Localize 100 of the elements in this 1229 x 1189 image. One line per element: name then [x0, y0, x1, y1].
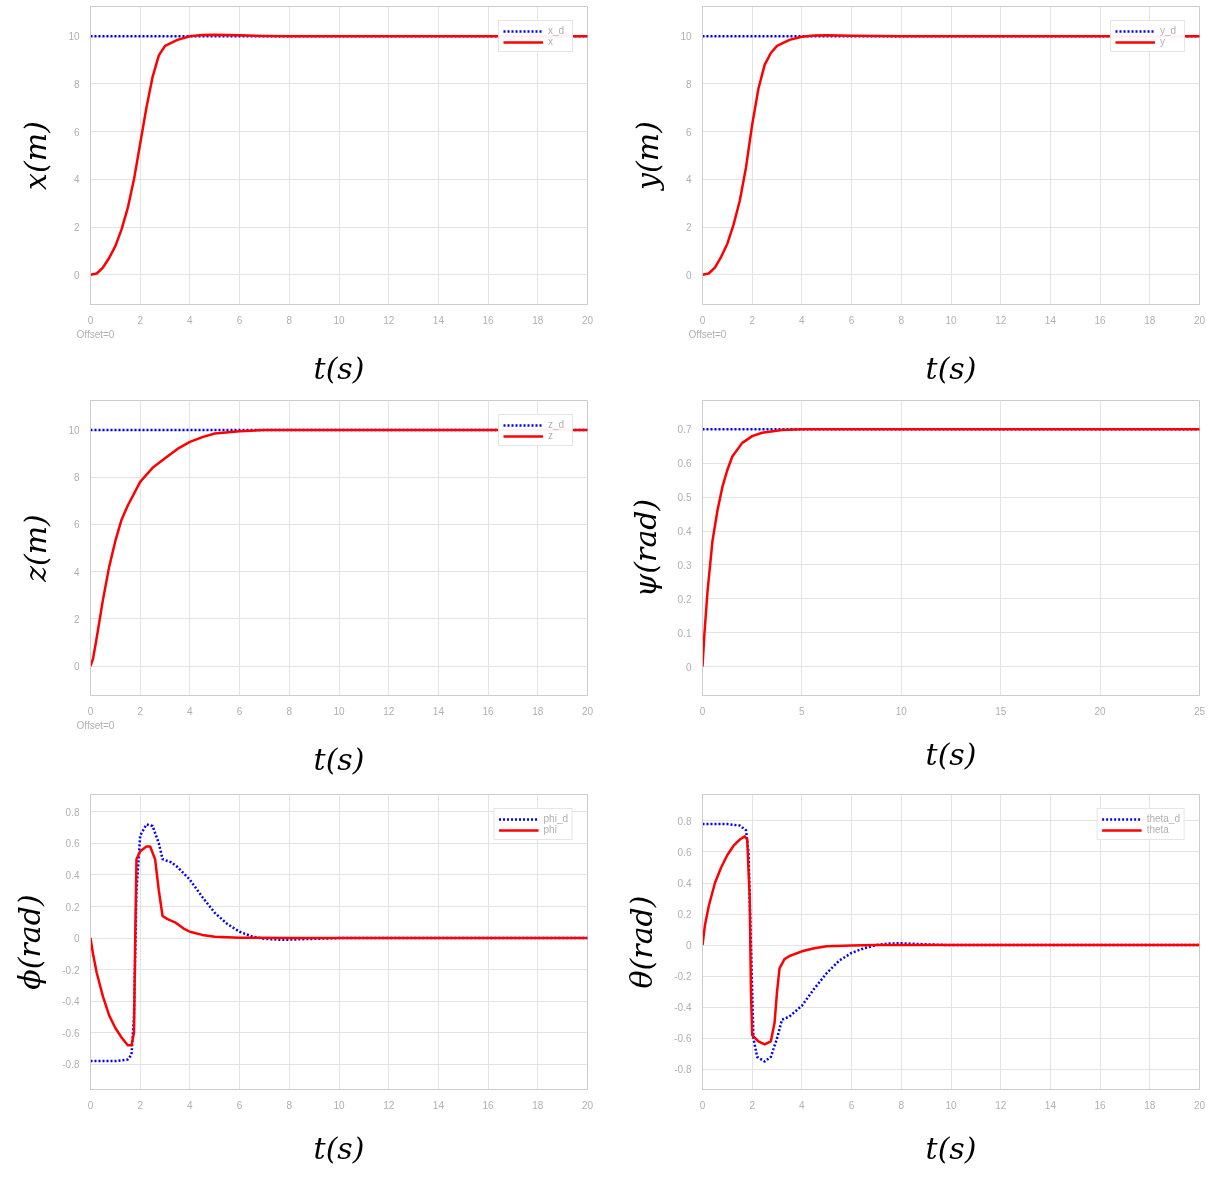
- x-tick-label: 15: [995, 705, 1007, 717]
- text: Offset=0: [76, 719, 115, 731]
- x-tick-label: 20: [581, 705, 594, 717]
- x-tick-label: 6: [848, 314, 855, 326]
- y-tick-label: 6: [73, 126, 80, 138]
- x-tick-label: 18: [532, 705, 544, 717]
- text: Offset=0: [688, 328, 727, 340]
- y-tick-label: 0: [73, 661, 80, 672]
- y-tick-label: 0.4: [677, 526, 692, 538]
- y-axis-title: ϕ(rad): [12, 894, 48, 990]
- y-axis-title: x(m): [18, 121, 54, 190]
- x-axis-title: t(s): [313, 741, 365, 777]
- x-axis-title: t(s): [313, 1130, 365, 1166]
- y-tick-label: 0.2: [677, 593, 692, 605]
- x-tick-label: 20: [581, 1099, 594, 1111]
- x-tick-label: 16: [1094, 1099, 1107, 1111]
- x-tick-label: 2: [749, 314, 756, 326]
- x-tick-label: 16: [1094, 314, 1107, 326]
- legend-label: x_d: [548, 25, 566, 36]
- x-tick-label: 6: [236, 705, 243, 717]
- y-tick-label: -0.8: [674, 1064, 692, 1076]
- x-tick-label: 8: [286, 705, 293, 717]
- legend-label: z_d: [548, 419, 566, 430]
- x-tick-label: 10: [333, 1099, 345, 1111]
- x-tick-label: 4: [187, 1099, 194, 1111]
- x-tick-label: 12: [383, 1099, 395, 1111]
- y-tick-label: -0.8: [62, 1059, 80, 1071]
- x-tick-label: 2: [137, 1099, 144, 1111]
- y-tick-label: 2: [685, 222, 692, 234]
- x-tick-label: 2: [137, 314, 144, 326]
- x-tick-label: 6: [236, 314, 243, 326]
- y-tick-label: 10: [680, 31, 692, 43]
- x-tick-label: 0: [87, 314, 94, 326]
- legend-label: phi: [543, 824, 557, 835]
- y-tick-label: -0.6: [62, 1027, 80, 1039]
- y-tick-label: -0.2: [62, 964, 80, 976]
- y-tick-label: 4: [685, 174, 692, 186]
- x-tick-label: 0: [699, 705, 706, 717]
- x-axis-title: t(s): [925, 736, 977, 772]
- x-tick-label: 18: [532, 314, 544, 326]
- x-tick-label: 4: [799, 314, 806, 326]
- x-tick-label: 10: [333, 705, 345, 717]
- x-axis-title: t(s): [313, 350, 365, 386]
- y-tick-label: 4: [73, 566, 80, 578]
- y-tick-label: 6: [685, 126, 692, 138]
- y-tick-label: 0.7: [677, 424, 692, 436]
- x-tick-label: 20: [1193, 314, 1206, 326]
- legend-label: theta_d: [1146, 813, 1180, 824]
- y-tick-label: 8: [685, 78, 692, 90]
- y-tick-label: 0.1: [677, 627, 692, 639]
- x-tick-label: 4: [187, 705, 194, 717]
- y-tick-label: -0.6: [674, 1033, 692, 1045]
- y-tick-label: 8: [73, 78, 80, 90]
- y-tick-label: 0: [685, 269, 692, 281]
- x-tick-label: 12: [383, 314, 395, 326]
- x-tick-label: 4: [187, 314, 194, 326]
- x-tick-label: 18: [1144, 1099, 1156, 1111]
- x-tick-label: 12: [995, 314, 1007, 326]
- y-tick-label: 0.8: [65, 806, 80, 818]
- x-tick-label: 8: [898, 1099, 905, 1111]
- y-tick-label: 0: [685, 940, 692, 952]
- x-tick-label: 10: [945, 314, 957, 326]
- y-tick-label: 0.2: [677, 909, 692, 921]
- x-tick-label: 20: [1193, 1099, 1206, 1111]
- y-tick-label: 2: [73, 222, 80, 234]
- y-tick-label: 10: [68, 31, 80, 43]
- x-tick-label: 16: [482, 1099, 495, 1111]
- y-axis-title: y(m): [630, 121, 666, 192]
- y-axis-title: ψ(rad): [627, 498, 663, 598]
- x-tick-label: 0: [87, 705, 94, 717]
- x-tick-label: 0: [699, 314, 706, 326]
- text: Offset=0: [76, 328, 115, 340]
- x-tick-label: 8: [286, 314, 293, 326]
- x-tick-label: 14: [432, 314, 445, 326]
- y-tick-label: 0.3: [677, 559, 692, 571]
- legend-label: y_d: [1160, 25, 1178, 36]
- x-tick-label: 18: [1144, 314, 1156, 326]
- x-tick-label: 20: [1094, 705, 1107, 717]
- x-tick-label: 14: [1044, 314, 1057, 326]
- x-tick-label: 14: [432, 705, 445, 717]
- x-tick-label: 10: [333, 314, 345, 326]
- legend-label: z: [548, 430, 554, 441]
- y-tick-label: -0.2: [674, 971, 692, 983]
- x-tick-label: 2: [749, 1099, 756, 1111]
- x-tick-label: 0: [87, 1099, 94, 1111]
- y-tick-label: 10: [68, 425, 80, 436]
- x-tick-label: 8: [286, 1099, 293, 1111]
- legend-label: theta: [1146, 824, 1169, 835]
- x-tick-label: 16: [482, 314, 495, 326]
- x-axis-title: t(s): [925, 1130, 977, 1166]
- y-tick-label: 0: [73, 269, 80, 281]
- y-tick-label: 0.4: [677, 878, 692, 889]
- x-tick-label: 14: [1044, 1099, 1057, 1111]
- y-tick-label: 2: [73, 613, 80, 625]
- y-tick-label: 0: [685, 661, 692, 673]
- x-tick-label: 25: [1193, 705, 1206, 717]
- x-tick-label: 2: [137, 705, 144, 717]
- y-tick-label: 0.8: [677, 815, 692, 827]
- y-tick-label: 0: [73, 933, 80, 945]
- legend-label: x: [548, 36, 554, 47]
